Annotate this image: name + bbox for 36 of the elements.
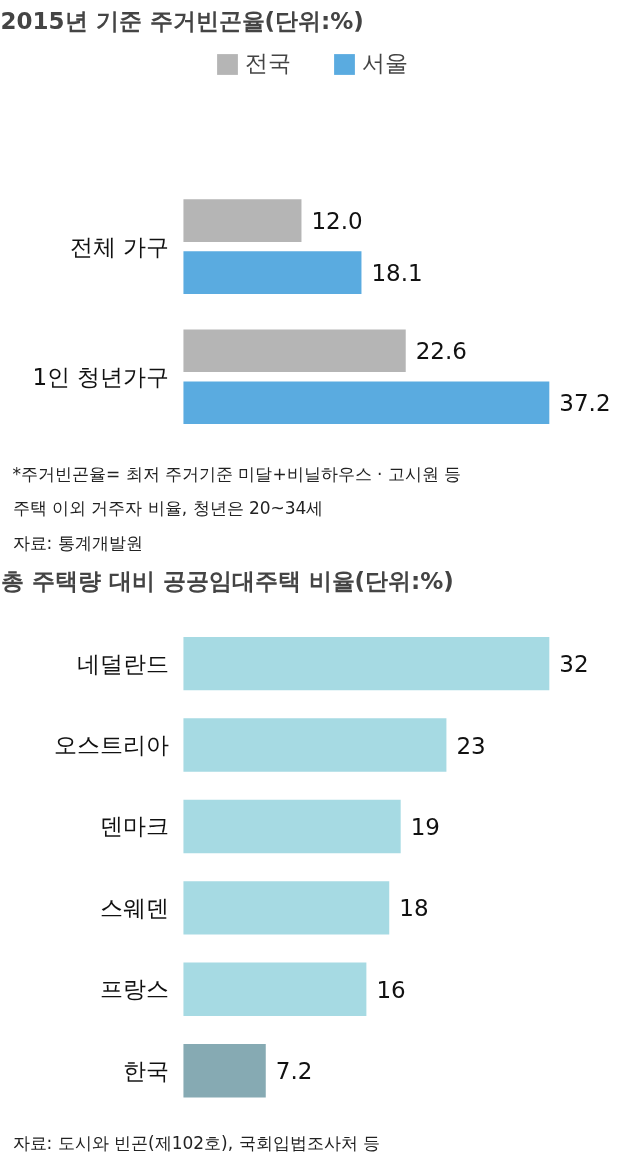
data-label: 7.2 (275, 1058, 313, 1085)
chart-title: 2015년 기준 주거빈곤율(단위:%) (0, 7, 364, 34)
data-label: 19 (410, 813, 440, 840)
y-tick-label: 네덜란드 (77, 650, 170, 677)
y-tick-label: 한국 (123, 1057, 170, 1084)
data-label: 18.1 (371, 260, 423, 287)
bar (183, 799, 401, 854)
bar (183, 962, 367, 1017)
y-tick-label: 전체 가구 (70, 233, 170, 260)
text: *주거빈곤율= 최저 주거기준 미달+비닐하우스 · 고시원 등 (12, 463, 462, 484)
y-tick-label: 프랑스 (100, 976, 170, 1003)
data-label: 32 (559, 651, 589, 678)
legend-label: 서울 (362, 49, 408, 78)
bar (183, 381, 550, 425)
y-tick-label: 1인 청년가구 (32, 363, 170, 390)
text: 자료: 통계개발원 (12, 533, 143, 554)
chart-title: 총 주택량 대비 공공임대주택 비율(단위:%) (0, 567, 454, 594)
bar (183, 329, 406, 373)
text: 자료: 도시와 빈곤(제102호), 국회입법조사처 등 (12, 1133, 380, 1154)
data-label: 16 (376, 976, 406, 1003)
bar (183, 1044, 266, 1098)
bar (183, 251, 362, 294)
y-tick-label: 스웨덴 (100, 894, 170, 921)
legend-label: 전국 (245, 49, 291, 78)
data-label: 12.0 (311, 208, 363, 235)
data-label: 37.2 (559, 390, 611, 417)
bar (183, 636, 550, 691)
y-tick-label: 덴마크 (100, 813, 170, 840)
text: 주택 이외 거주자 비율, 청년은 20~34세 (12, 498, 324, 519)
y-tick-label: 오스트리아 (54, 732, 170, 759)
bar (183, 718, 447, 772)
bar (183, 881, 390, 935)
bar (183, 199, 302, 242)
data-label: 22.6 (415, 338, 467, 365)
data-label: 18 (399, 895, 429, 922)
data-label: 23 (456, 732, 486, 759)
